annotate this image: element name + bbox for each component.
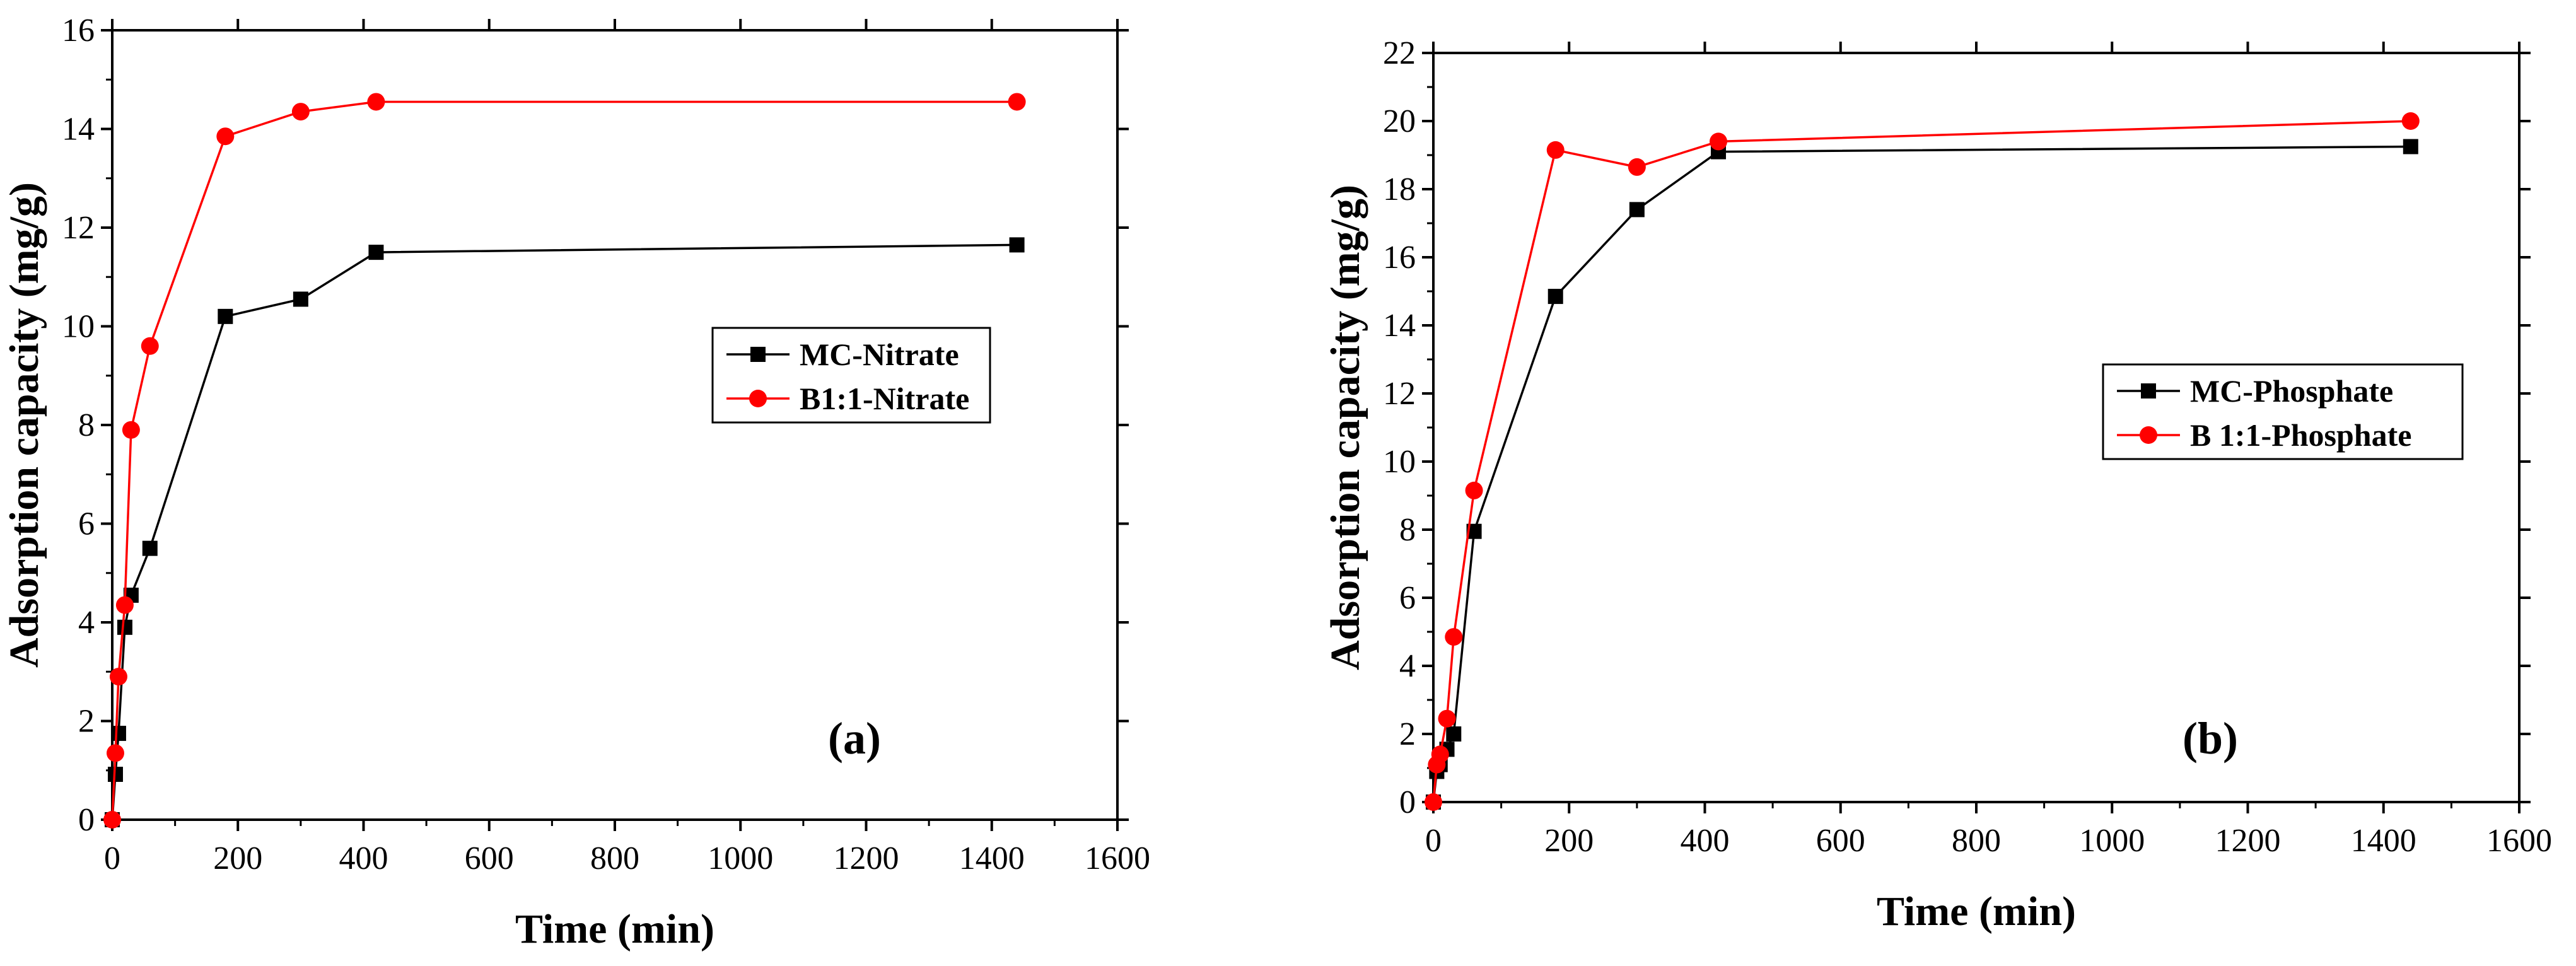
data-point (367, 93, 385, 111)
x-tick-label: 200 (1544, 823, 1594, 859)
data-point (1425, 793, 1442, 811)
y-tick-label: 14 (62, 112, 95, 148)
y-tick-label: 2 (1399, 716, 1416, 752)
y-tick-label: 8 (78, 407, 95, 443)
chart-panel-b: 0 200 400 600 800 1000 1200 1400 1600 0 2 4 6 8 10 12 14… (1322, 35, 2552, 934)
x-tick-label: 200 (213, 841, 262, 876)
y-tick-label: 16 (62, 13, 95, 49)
data-point (117, 619, 132, 635)
x-tick-label: 400 (339, 841, 388, 876)
plot-frame (111, 29, 1119, 821)
data-point (1008, 93, 1026, 111)
data-point (1009, 237, 1025, 253)
y-tick-label: 12 (1383, 376, 1416, 412)
data-point (106, 744, 124, 762)
series-mc-phosphate (1426, 139, 2418, 810)
y-tick-label: 2 (78, 704, 95, 740)
data-point (1629, 202, 1645, 218)
data-point (110, 726, 126, 742)
legend-marker (2141, 383, 2156, 399)
data-point (1446, 726, 1462, 742)
x-axis-title: Time (min) (1877, 888, 2076, 934)
y-tick-label: 6 (78, 506, 95, 542)
data-point (1431, 745, 1449, 764)
series-line (111, 100, 1017, 820)
y-tick-label: 12 (62, 210, 95, 246)
legend-marker (750, 347, 766, 362)
data-point (368, 245, 384, 260)
y-tick-label: 14 (1383, 308, 1416, 344)
legend-box (2102, 363, 2464, 460)
data-point (216, 127, 235, 146)
x-tick-label: 1600 (2486, 823, 2552, 859)
y-tick-label: 22 (1383, 35, 1416, 71)
data-point (2403, 139, 2418, 154)
legend-label: B1:1-Nitrate (800, 381, 969, 416)
y-tick-label: 0 (78, 802, 95, 838)
series-mc-nitrate (105, 237, 1025, 827)
x-tick-label: 800 (590, 841, 639, 876)
y-tick-label: 4 (78, 605, 95, 641)
y-axis-title: Adsorption capacity (mg/g) (1, 182, 47, 668)
y-tick-label: 6 (1399, 580, 1416, 616)
data-point (115, 596, 134, 614)
x-tick-label: 1400 (2351, 823, 2416, 859)
data-point (1465, 481, 1483, 499)
data-point (103, 811, 121, 829)
data-point (1710, 132, 1728, 151)
data-point (1547, 289, 1563, 305)
y-tick-label: 4 (1399, 648, 1416, 684)
legend-marker (749, 390, 767, 407)
y-tick-label: 16 (1383, 240, 1416, 276)
data-point (1438, 709, 1456, 728)
legend-label: MC-Phosphate (2190, 373, 2393, 409)
data-point (109, 668, 127, 686)
x-tick-label: 1400 (959, 841, 1025, 876)
y-tick-label: 18 (1383, 172, 1416, 207)
x-tick-label: 1000 (2079, 823, 2145, 859)
series-b1-1-nitrate (103, 93, 1026, 829)
series-line (1432, 120, 2411, 803)
legend: MC-Phosphate B 1:1-Phosphate (2102, 363, 2464, 460)
data-point (293, 291, 308, 307)
y-tick-label: 10 (62, 309, 95, 345)
x-tick-label: 0 (104, 841, 120, 876)
panel-label: (a) (828, 713, 881, 764)
x-tick-label: 600 (465, 841, 514, 876)
x-axis-title: Time (min) (515, 906, 714, 952)
x-tick-label: 800 (1952, 823, 2001, 859)
data-point (1628, 158, 1646, 176)
data-point (2401, 112, 2420, 130)
y-tick-label: 8 (1399, 512, 1416, 548)
x-tick-label: 0 (1425, 823, 1442, 859)
panel-label: (b) (2183, 713, 2238, 764)
legend-label: MC-Nitrate (800, 337, 959, 372)
data-point (291, 103, 310, 121)
legend-marker (2140, 426, 2157, 444)
x-tick-label: 600 (1816, 823, 1865, 859)
y-axis-title: Adsorption capacity (mg/g) (1322, 185, 1368, 670)
data-point (141, 337, 159, 355)
legend-label: B 1:1-Phosphate (2190, 417, 2411, 453)
y-tick-label: 10 (1383, 444, 1416, 480)
data-point (1546, 141, 1565, 159)
y-tick-label: 20 (1383, 103, 1416, 139)
series-line (1432, 145, 2411, 803)
data-point (1445, 628, 1463, 646)
x-tick-label: 1200 (2215, 823, 2281, 859)
chart-panel-a: 0 200 400 600 800 1000 1200 1400 1600 0 2 4 6 8 10 12 14… (1, 13, 1150, 952)
x-tick-label: 1600 (1085, 841, 1150, 876)
series-b-1-1-phosphate (1425, 112, 2420, 811)
x-tick-label: 1000 (708, 841, 773, 876)
y-tick-label: 0 (1399, 784, 1416, 820)
x-tick-label: 400 (1681, 823, 1730, 859)
x-tick-label: 1200 (834, 841, 899, 876)
data-point (122, 421, 140, 439)
data-point (218, 308, 233, 324)
legend: MC-Nitrate B1:1-Nitrate (711, 327, 991, 424)
data-point (142, 540, 158, 556)
